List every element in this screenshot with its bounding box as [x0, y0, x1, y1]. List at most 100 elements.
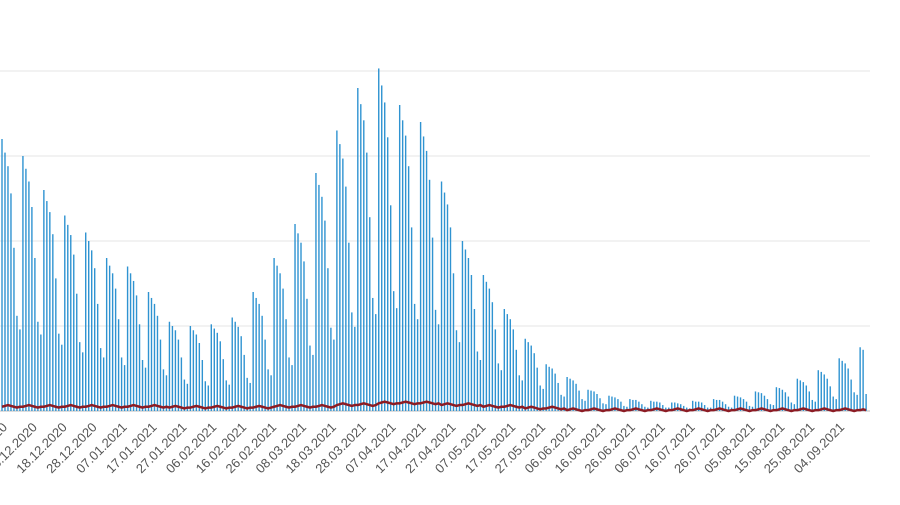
bar	[641, 404, 643, 411]
bar	[165, 375, 168, 411]
bar	[40, 334, 42, 411]
bar	[294, 224, 296, 411]
bar	[201, 360, 204, 411]
bar	[548, 366, 550, 411]
bar	[449, 227, 452, 411]
bar	[563, 396, 565, 411]
bar	[219, 341, 221, 411]
line	[1, 400, 867, 413]
bar	[470, 275, 473, 411]
bar	[754, 391, 757, 411]
bar	[467, 258, 470, 411]
bar	[216, 332, 218, 411]
bar	[339, 144, 341, 411]
bar	[865, 394, 867, 411]
bar	[129, 273, 132, 411]
bar	[686, 407, 688, 411]
bar	[431, 237, 434, 411]
bar	[401, 120, 404, 412]
bar	[626, 406, 628, 411]
bar	[192, 330, 195, 411]
bar	[569, 378, 571, 411]
bar	[700, 402, 703, 411]
bar	[34, 258, 36, 411]
bar	[494, 329, 497, 411]
bar	[605, 404, 607, 411]
bar	[694, 401, 697, 411]
bar	[150, 297, 153, 411]
bar	[213, 328, 215, 411]
bar	[659, 402, 661, 411]
bar	[102, 357, 105, 411]
bar	[817, 370, 819, 411]
bar	[210, 324, 212, 411]
bar	[162, 369, 165, 411]
bar	[554, 373, 556, 411]
bar	[351, 312, 353, 411]
bar	[108, 265, 111, 411]
bar	[536, 367, 538, 411]
bar	[617, 399, 619, 411]
bar	[147, 292, 150, 411]
bar	[455, 330, 458, 411]
bar	[515, 349, 517, 411]
bar	[410, 227, 413, 411]
bar	[683, 405, 685, 411]
bar	[488, 288, 491, 411]
bar	[144, 367, 147, 411]
bar	[425, 150, 428, 411]
bar	[506, 314, 509, 411]
bar	[261, 315, 263, 411]
bar	[19, 329, 21, 411]
bar	[16, 315, 18, 411]
bar	[859, 347, 861, 411]
bar	[28, 181, 30, 411]
bar	[784, 392, 787, 411]
bar	[739, 397, 742, 411]
bar	[300, 242, 302, 411]
bar	[446, 204, 449, 411]
bar	[787, 396, 790, 411]
bar	[186, 383, 189, 411]
bar	[1, 139, 3, 411]
bar	[249, 382, 251, 411]
bar	[198, 343, 201, 411]
bar	[174, 330, 177, 411]
bar	[793, 404, 796, 411]
bar	[736, 396, 739, 411]
bar	[141, 360, 144, 411]
bar	[4, 152, 6, 411]
bar	[255, 297, 257, 411]
bar	[372, 297, 374, 411]
bar	[572, 380, 574, 411]
bar	[381, 85, 383, 411]
bar	[575, 383, 577, 411]
bar	[808, 391, 810, 411]
bar	[276, 265, 278, 411]
bar	[763, 395, 766, 411]
bar	[96, 303, 99, 411]
bar	[428, 179, 431, 411]
bar	[246, 377, 248, 411]
bar	[482, 275, 485, 411]
bar	[177, 339, 180, 411]
bar	[724, 404, 727, 411]
bar	[135, 295, 138, 411]
bar	[225, 380, 227, 411]
bar	[282, 288, 284, 411]
bar	[345, 186, 347, 411]
bar	[599, 398, 601, 411]
bar	[279, 273, 281, 411]
bar	[697, 401, 700, 411]
bar	[416, 319, 419, 411]
bar	[327, 268, 329, 411]
bar	[680, 404, 682, 411]
bar	[443, 192, 446, 411]
bar	[748, 405, 751, 411]
bar	[366, 152, 368, 411]
bar	[404, 135, 407, 411]
bar	[542, 388, 544, 411]
bar	[551, 368, 553, 411]
bar	[802, 382, 805, 411]
